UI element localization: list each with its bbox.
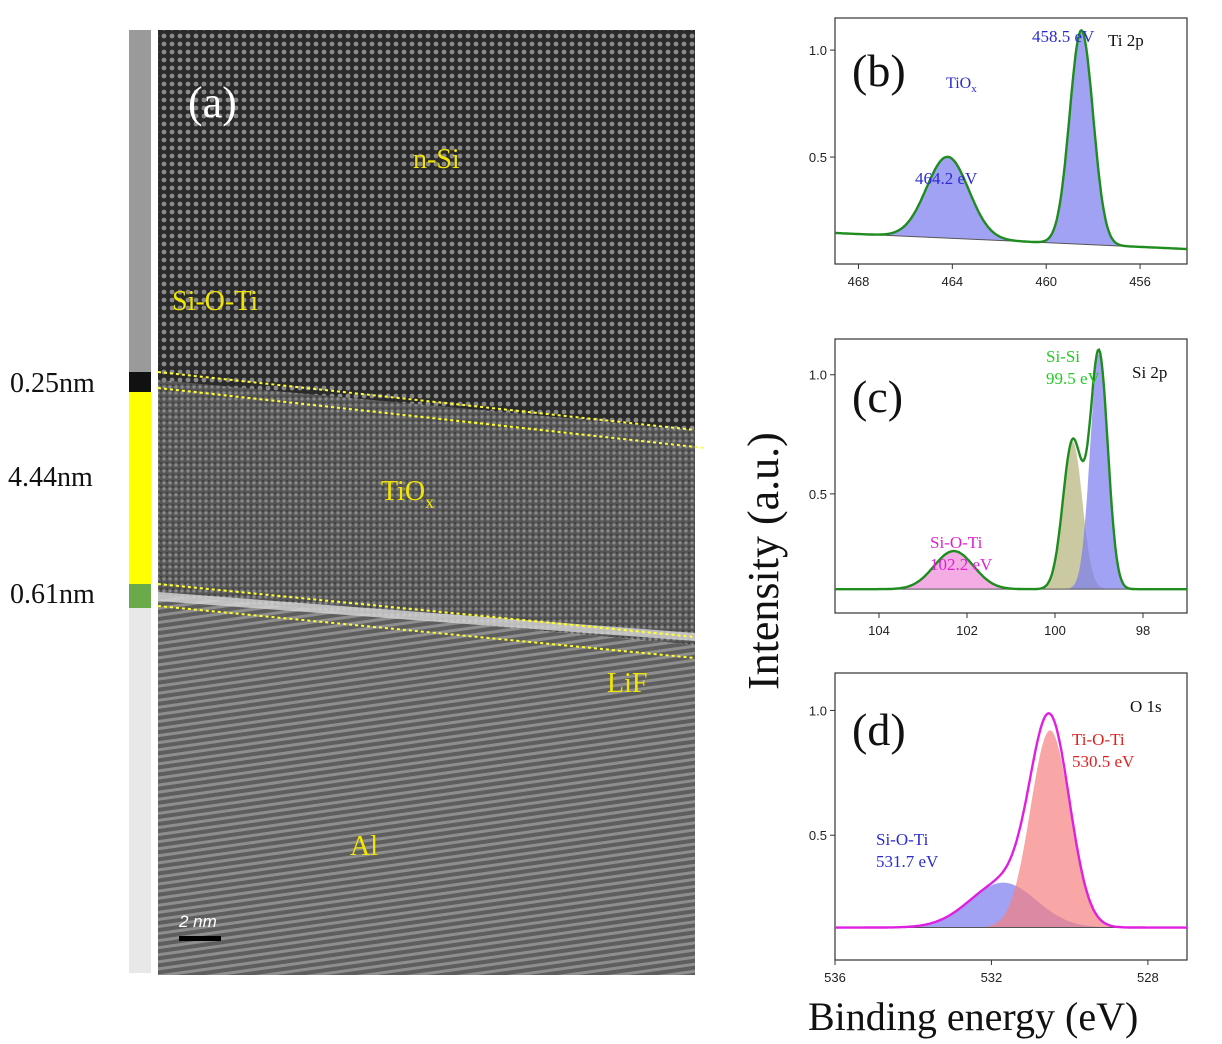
- xps-panel-c: 104 102 100 98 0.5 1.0 (c) Si 2p Si-O-Ti 102.2 eV…: [809, 338, 1188, 638]
- interface-guide-line: [157, 371, 696, 431]
- panel-label: (c): [852, 371, 903, 422]
- region-label-n-si: n-Si: [413, 144, 460, 175]
- peak-label: 458.5 eV: [1032, 27, 1095, 46]
- peak-label: Si-O-Ti: [930, 533, 983, 552]
- region-label-tiox: TiOx: [381, 476, 434, 512]
- peak-label: Ti-O-Ti: [1072, 730, 1125, 749]
- species-label-sub: x: [971, 83, 977, 95]
- x-axis-title: Binding energy (eV): [808, 994, 1138, 1039]
- x-tick-label: 456: [1129, 274, 1151, 289]
- thickness-label-lif: 0.61nm: [10, 579, 95, 610]
- x-tick-label: 460: [1035, 274, 1057, 289]
- thickness-label-si-o-ti: 0.25nm: [10, 368, 95, 399]
- panel-a-label: (a): [188, 78, 237, 127]
- peak-energy-label: 99.5 eV: [1046, 369, 1101, 388]
- interface-guide-line: [157, 387, 706, 449]
- thickness-label-tiox: 4.44nm: [8, 462, 93, 493]
- panel-label: (b): [852, 45, 906, 96]
- thickness-bar-lif: [129, 584, 151, 608]
- thickness-bar-si-o-ti: [129, 372, 151, 392]
- tem-image-al-layer: [158, 595, 695, 975]
- y-tick-label: 1.0: [809, 703, 827, 718]
- core-level-label: O 1s: [1130, 697, 1162, 716]
- xps-panel-b: 468 464 460 456 0.5 1.0 (b) Ti 2p TiOx 464.2 eV 45…: [809, 17, 1188, 289]
- peak-component: [835, 30, 1187, 249]
- species-label-base: TiO: [946, 75, 971, 92]
- peak-energy-label: 531.7 eV: [876, 852, 939, 871]
- peak-component: [835, 551, 1187, 590]
- region-label-si-o-ti: Si-O-Ti: [172, 286, 258, 317]
- x-tick-label: 532: [981, 970, 1003, 985]
- panel-label: (d): [852, 704, 906, 755]
- y-tick-label: 1.0: [809, 368, 827, 383]
- x-tick-label: 468: [848, 274, 870, 289]
- scale-bar: [179, 936, 221, 941]
- x-tick-label: 102: [956, 623, 978, 638]
- x-tick-label: 104: [868, 623, 890, 638]
- y-tick-label: 0.5: [809, 487, 827, 502]
- x-tick-label: 98: [1136, 623, 1150, 638]
- x-tick-label: 528: [1137, 970, 1159, 985]
- peak-energy-label: 530.5 eV: [1072, 752, 1135, 771]
- scale-bar-label: 2 nm: [178, 912, 217, 931]
- core-level-label: Ti 2p: [1108, 31, 1144, 50]
- plot-frame: [834, 672, 1188, 961]
- xps-panel-d: 536 532 528 0.5 1.0 (d) O 1s Si-O-Ti 531.7 eV Ti-…: [809, 672, 1188, 985]
- plot-frame: [834, 17, 1188, 265]
- peak-label: Si-Si: [1046, 347, 1080, 366]
- region-label-lif: LiF: [607, 668, 647, 699]
- envelope-line: [835, 712, 1187, 929]
- y-axis-title: Intensity (a.u.): [739, 432, 788, 690]
- envelope-line: [835, 28, 1187, 251]
- y-tick-label: 0.5: [809, 828, 827, 843]
- species-label: TiOx: [946, 75, 977, 95]
- plot-frame: [834, 338, 1188, 614]
- x-tick-label: 100: [1044, 623, 1066, 638]
- peak-label: 464.2 eV: [915, 169, 978, 188]
- tem-image-si-lattice: [158, 30, 695, 440]
- peak-label: Si-O-Ti: [876, 830, 929, 849]
- y-tick-label: 1.0: [809, 43, 827, 58]
- core-level-label: Si 2p: [1132, 363, 1167, 382]
- peak-component: [835, 353, 1187, 590]
- tem-image-lif-bright-band: [158, 592, 695, 641]
- x-tick-label: 464: [941, 274, 963, 289]
- x-tick-label: 536: [824, 970, 846, 985]
- peak-component: [835, 441, 1187, 590]
- y-tick-label: 0.5: [809, 150, 827, 165]
- peak-energy-label: 102.2 eV: [930, 555, 993, 574]
- region-label-al: Al: [350, 831, 378, 862]
- tem-image-tiox-layer: [158, 380, 695, 645]
- peak-component: [835, 156, 1187, 249]
- tem-panel: (a) n-Si Si-O-Ti TiOx LiF Al 0.25nm 4.44…: [8, 30, 706, 975]
- region-label-tiox-sub: x: [425, 492, 434, 512]
- region-label-tiox-base: TiO: [381, 476, 425, 507]
- thickness-bar-si-top: [129, 30, 151, 372]
- thickness-bar-tiox: [129, 392, 151, 584]
- envelope-line: [835, 347, 1187, 591]
